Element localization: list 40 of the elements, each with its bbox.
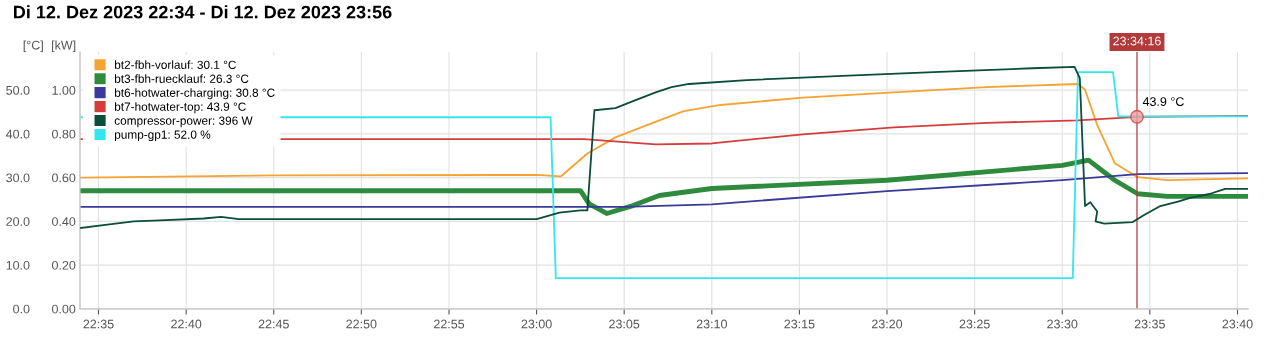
- annotation: 43.9 °C: [1142, 97, 1184, 106]
- x-tick-label: 22:55: [434, 319, 465, 329]
- y-tick-label: 30.0: [6, 173, 30, 183]
- y2-tick-label: 0.60: [52, 173, 76, 183]
- x-tick-label: 22:45: [258, 319, 289, 329]
- x-tick-label: 22:50: [346, 319, 377, 329]
- y2-axis-title: [kW]: [52, 40, 76, 53]
- line-series: [80, 157, 1248, 216]
- x-tick-label: 23:00: [521, 319, 552, 329]
- y-tick-label: 50.0: [6, 85, 30, 95]
- chart-title: Di 12. Dez 2023 22:34 - Di 12. Dez 2023 23:56: [14, 5, 392, 19]
- x-tick-label: 23:05: [609, 319, 640, 329]
- x-tick-label: 23:10: [696, 319, 727, 329]
- y-tick-label: 10.0: [6, 260, 30, 270]
- x-tick-label: 23:25: [959, 319, 990, 329]
- x-tick-label: 23:35: [1134, 319, 1165, 329]
- legend-label: bt6-hotwater-charging: 30.8 °C: [115, 88, 275, 100]
- y-tick-label: 0.0: [13, 304, 30, 314]
- x-tick-label: 22:35: [83, 319, 114, 329]
- x-tick-label: 23:30: [1047, 319, 1078, 329]
- line-series: [80, 83, 1248, 182]
- x-tick-label: 23:20: [871, 319, 903, 329]
- y2-tick-label: 0.80: [52, 129, 76, 139]
- x-tick-label: 22:40: [171, 319, 202, 329]
- legend-label: pump-gp1: 52.0 %: [115, 130, 211, 142]
- legend-label: compressor-power: 396 W: [114, 116, 253, 128]
- y2-tick-label: 0.40: [52, 217, 76, 226]
- text: 23:34:16: [1113, 36, 1161, 46]
- x-tick-label: 23:15: [784, 319, 815, 329]
- y2-tick-label: 1.00: [52, 85, 76, 95]
- y-axis-title: [°C]: [23, 40, 43, 53]
- legend-label: bt7-hotwater-top: 43.9 °C: [115, 102, 246, 114]
- legend-label: bt3-fbh-ruecklauf: 26.3 °C: [115, 74, 249, 83]
- x-tick-label: 23:40: [1222, 319, 1253, 329]
- y2-tick-label: 0.00: [52, 304, 76, 314]
- y-tick-label: 20.0: [6, 217, 30, 226]
- y-tick-label: 40.0: [5, 129, 30, 139]
- line-series: [80, 172, 1248, 208]
- legend-label: bt2-fbh-vorlauf: 30.1 °C: [115, 60, 236, 69]
- y2-tick-label: 0.20: [52, 260, 76, 270]
